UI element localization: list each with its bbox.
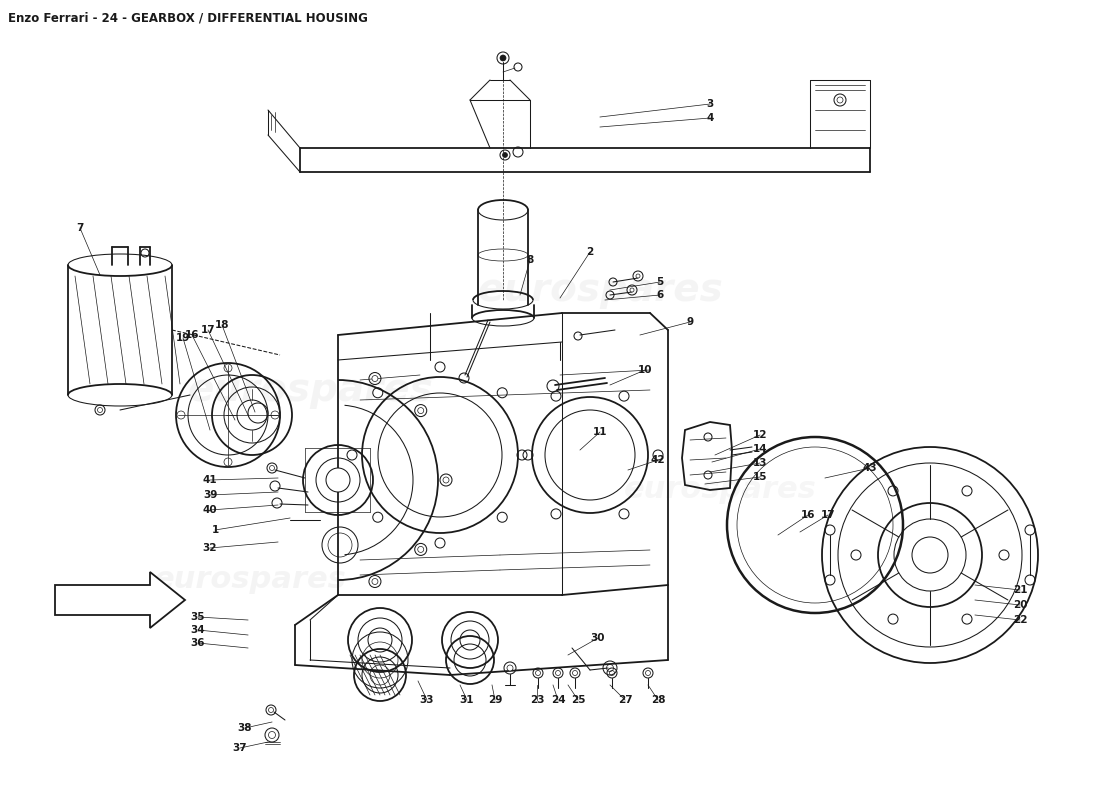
Text: 16: 16 [801, 510, 815, 520]
Text: 40: 40 [202, 505, 218, 515]
Text: eurospares: eurospares [154, 566, 346, 594]
Text: 12: 12 [752, 430, 768, 440]
Circle shape [536, 670, 540, 675]
Text: 16: 16 [185, 330, 199, 340]
Text: 22: 22 [1013, 615, 1027, 625]
Text: 18: 18 [214, 320, 229, 330]
Circle shape [572, 670, 578, 675]
Text: eurospares: eurospares [187, 371, 433, 409]
Text: 38: 38 [238, 723, 252, 733]
Text: 32: 32 [202, 543, 218, 553]
Text: 24: 24 [551, 695, 565, 705]
Text: 14: 14 [752, 444, 768, 454]
Text: 29: 29 [487, 695, 503, 705]
Text: 2: 2 [586, 247, 594, 257]
Text: 10: 10 [638, 365, 652, 375]
Text: eurospares: eurospares [624, 475, 816, 505]
Text: 21: 21 [1013, 585, 1027, 595]
Text: 13: 13 [752, 458, 768, 468]
Text: 9: 9 [686, 317, 694, 327]
Circle shape [268, 707, 274, 713]
Text: 17: 17 [821, 510, 835, 520]
Circle shape [326, 468, 350, 492]
Text: 15: 15 [752, 472, 768, 482]
Text: Enzo Ferrari - 24 - GEARBOX / DIFFERENTIAL HOUSING: Enzo Ferrari - 24 - GEARBOX / DIFFERENTI… [8, 11, 367, 25]
Text: 27: 27 [618, 695, 632, 705]
Circle shape [609, 670, 615, 675]
Text: 3: 3 [706, 99, 714, 109]
Circle shape [507, 665, 513, 671]
Text: 7: 7 [76, 223, 84, 233]
Text: 28: 28 [651, 695, 666, 705]
Text: eurospares: eurospares [477, 271, 723, 309]
Circle shape [270, 466, 275, 470]
Text: 41: 41 [202, 475, 218, 485]
Circle shape [630, 288, 634, 292]
Text: 43: 43 [862, 463, 878, 473]
Text: 1: 1 [211, 525, 219, 535]
Circle shape [372, 578, 378, 585]
Text: 30: 30 [591, 633, 605, 643]
Text: 33: 33 [420, 695, 434, 705]
Text: 36: 36 [190, 638, 206, 648]
Circle shape [646, 670, 650, 675]
Circle shape [372, 375, 378, 382]
Text: 20: 20 [1013, 600, 1027, 610]
Circle shape [443, 477, 449, 483]
Circle shape [98, 407, 102, 413]
Text: 4: 4 [706, 113, 714, 123]
Text: 42: 42 [651, 455, 666, 465]
Text: 8: 8 [527, 255, 534, 265]
Circle shape [500, 55, 506, 61]
Circle shape [503, 153, 507, 158]
Text: 5: 5 [657, 277, 663, 287]
Text: 17: 17 [200, 325, 216, 335]
Circle shape [418, 546, 424, 553]
Circle shape [556, 670, 561, 675]
Text: 34: 34 [190, 625, 206, 635]
Text: 25: 25 [571, 695, 585, 705]
Text: 6: 6 [657, 290, 663, 300]
Text: 23: 23 [530, 695, 544, 705]
Text: 39: 39 [202, 490, 217, 500]
Circle shape [418, 407, 424, 414]
Text: 35: 35 [190, 612, 206, 622]
Text: 37: 37 [233, 743, 248, 753]
Text: 19: 19 [176, 333, 190, 343]
Polygon shape [55, 572, 185, 628]
Circle shape [636, 274, 640, 278]
Text: 31: 31 [460, 695, 474, 705]
Text: 11: 11 [593, 427, 607, 437]
